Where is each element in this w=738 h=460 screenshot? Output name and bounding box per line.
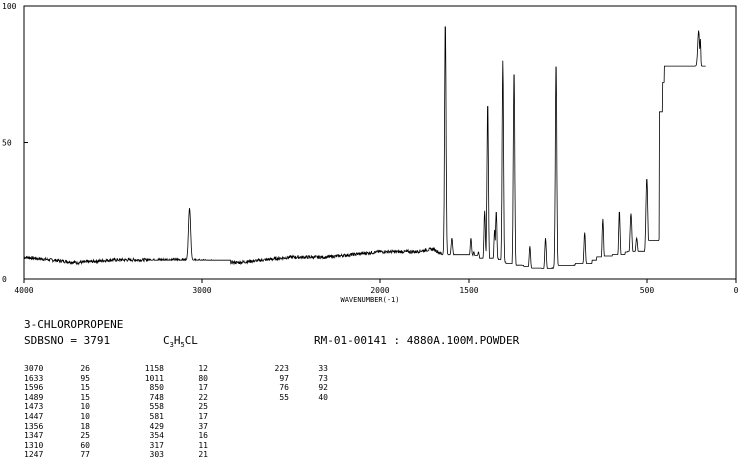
peak-wavenumber: 1489 (24, 392, 44, 402)
peak-wavenumber: 1347 (24, 431, 44, 441)
peak-wavenumber: 1473 (24, 402, 44, 412)
peak-value: 10 (80, 402, 90, 412)
plot-frame (23, 5, 737, 280)
peak-wavenumber: 1158 (144, 364, 164, 373)
peak-wavenumber: 1633 (24, 373, 44, 383)
peak-wavenumber: 581 (149, 411, 164, 421)
spectrum-trace (23, 26, 706, 270)
peak-value: 17 (198, 383, 208, 393)
peak-col-1-transmittance: 26 95 15 15 10 10 18 25 60 77 (62, 364, 90, 460)
x-tick-label: 0 (734, 286, 738, 295)
peak-value: 12 (198, 364, 208, 373)
peak-value: 40 (318, 392, 328, 402)
peak-col-2-wavenumber: 1158 1011 850 748 558 581 429 354 317 303 (140, 364, 164, 460)
peak-value: 73 (318, 373, 328, 383)
peak-col-2-transmittance: 12 80 17 22 25 17 37 16 11 21 (180, 364, 208, 460)
peak-wavenumber: 1310 (24, 440, 44, 450)
peak-value: 17 (198, 411, 208, 421)
peak-value: 10 (80, 411, 90, 421)
peak-wavenumber: 1011 (144, 373, 164, 383)
peak-value: 25 (198, 402, 208, 412)
peak-wavenumber: 3070 (24, 364, 44, 373)
peak-wavenumber: 558 (149, 402, 164, 412)
peak-value: 21 (198, 450, 208, 460)
peak-col-1-wavenumber: 3070 1633 1596 1489 1473 1447 1356 1347 1310 1247 (24, 364, 48, 460)
peak-wavenumber: 303 (149, 450, 164, 460)
peak-value: 16 (198, 431, 208, 441)
compound-name: 3-CHLOROPROPENE (24, 318, 124, 331)
peak-wavenumber: 429 (149, 421, 164, 431)
peak-wavenumber: 1596 (24, 383, 44, 393)
peak-value: 77 (80, 450, 90, 460)
peak-col-3-wavenumber: 223 97 76 55 (265, 364, 289, 402)
peak-wavenumber: 748 (149, 392, 164, 402)
peak-wavenumber: 55 (279, 392, 289, 402)
x-axis-label: WAVENUMBER(-1) (340, 296, 399, 304)
x-tick-label: 2000 (370, 286, 389, 295)
y-tick-label: 100 (2, 2, 17, 11)
x-tick-label: 1500 (459, 286, 478, 295)
peak-value: 95 (80, 373, 90, 383)
spectrum-id: RM-01-00141 : 4880A.100M.POWDER (314, 334, 520, 347)
sdbs-number: SDBSNO = 3791 (24, 334, 111, 347)
peak-value: 25 (80, 431, 90, 441)
peak-value: 80 (198, 373, 208, 383)
peak-wavenumber: 97 (279, 373, 289, 383)
peak-value: 37 (198, 421, 208, 431)
peak-wavenumber: 1447 (24, 411, 44, 421)
peak-value: 26 (80, 364, 90, 373)
x-tick-label: 500 (640, 286, 655, 295)
molecular-formula: C3H5CL (163, 334, 198, 349)
ir-spectrum-chart: 4000 3000 2000 1500 500 0 0 50 100 WAVENUMBER(-… (2, 2, 738, 304)
peak-value: 15 (80, 392, 90, 402)
x-tick-label: 4000 (14, 286, 33, 295)
peak-value: 22 (198, 392, 208, 402)
y-tick-label: 0 (2, 275, 7, 284)
peak-value: 60 (80, 440, 90, 450)
peak-col-3-transmittance: 33 73 92 40 (300, 364, 328, 402)
peak-wavenumber: 1356 (24, 421, 44, 431)
peak-value: 33 (318, 364, 328, 373)
peak-wavenumber: 850 (149, 383, 164, 393)
peak-value: 18 (80, 421, 90, 431)
peak-value: 92 (318, 383, 328, 393)
peak-wavenumber: 317 (149, 440, 164, 450)
peak-value: 15 (80, 383, 90, 393)
peak-wavenumber: 1247 (24, 450, 44, 460)
peak-wavenumber: 223 (274, 364, 289, 373)
y-tick-label: 50 (2, 139, 12, 148)
x-tick-label: 3000 (192, 286, 211, 295)
peak-wavenumber: 76 (279, 383, 289, 393)
peak-value: 11 (198, 440, 208, 450)
peak-wavenumber: 354 (149, 431, 164, 441)
